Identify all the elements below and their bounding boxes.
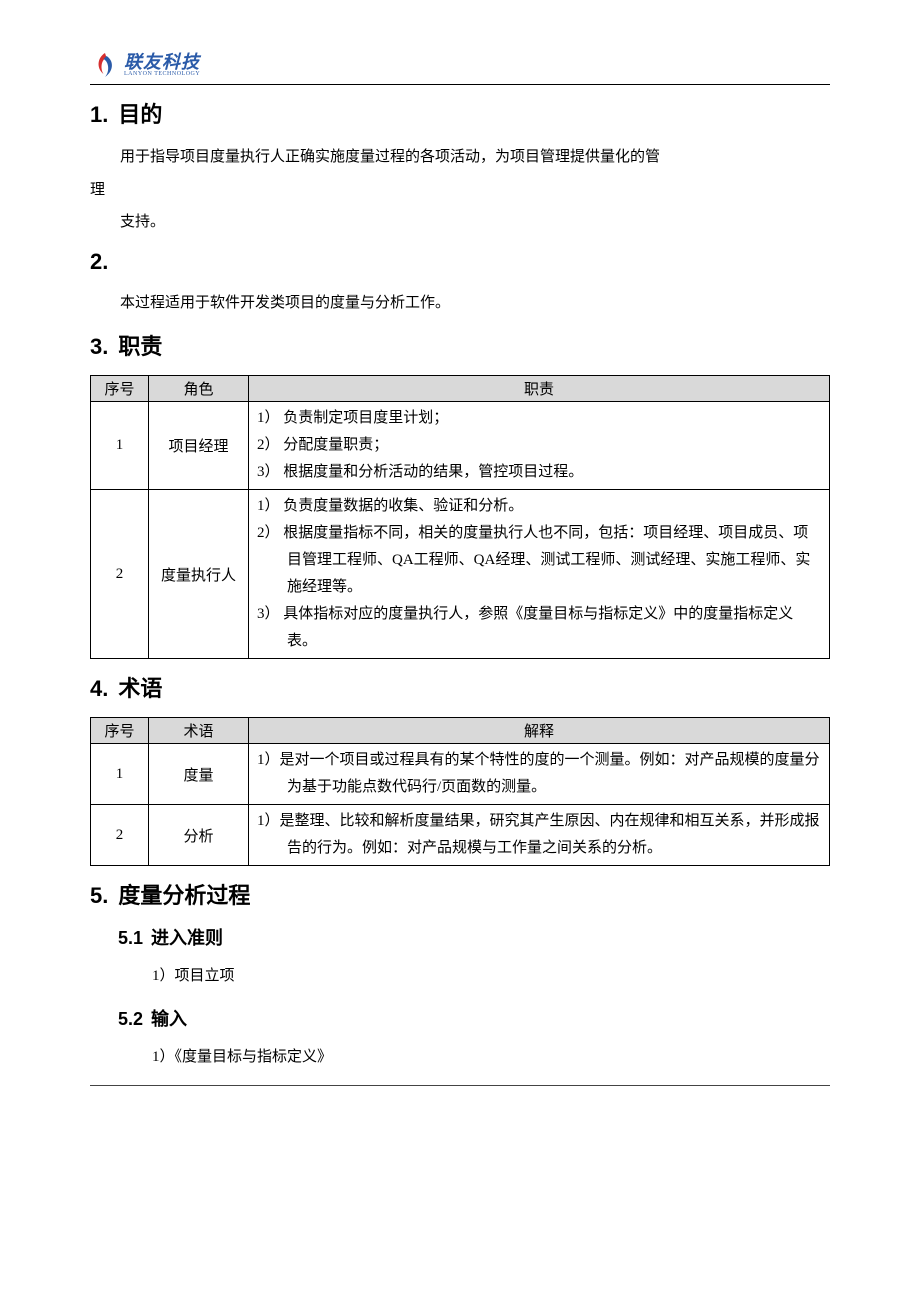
header-logo: 联友科技 LANYON TECHNOLOGY (90, 50, 830, 80)
terms-table: 序号 术语 解释 1 度量 1）是对一个项目或过程具有的某个特性的度的一个测量。… (90, 717, 830, 866)
logo-text: 联友科技 LANYON TECHNOLOGY (124, 53, 200, 77)
document-page: 联友科技 LANYON TECHNOLOGY 1. 目的 用于指导项目度量执行人正… (0, 0, 920, 1126)
section-1-heading: 1. 目的 (90, 97, 830, 129)
table-header-row: 序号 角色 职责 (91, 376, 830, 402)
section-4-title: 术语 (118, 676, 162, 701)
cell-seq: 2 (91, 490, 149, 659)
cell-term: 分析 (149, 805, 249, 866)
cell-seq: 2 (91, 805, 149, 866)
section-5-1-num: 5.1 (118, 928, 143, 948)
section-5-heading: 5. 度量分析过程 (90, 878, 830, 910)
header-rule (90, 84, 830, 85)
table-row: 2 度量执行人 1） 负责度量数据的收集、验证和分析。 2） 根据度量指标不同，… (91, 490, 830, 659)
section-1-num: 1. (90, 102, 108, 127)
section-1-title: 目的 (118, 102, 162, 127)
table-row: 1 度量 1）是对一个项目或过程具有的某个特性的度的一个测量。例如：对产品规模的… (91, 744, 830, 805)
duty-item: 1） 负责度量数据的收集、验证和分析。 (287, 493, 821, 520)
section-5-2-title: 输入 (151, 1009, 187, 1029)
s5-2-item: 1）《度量目标与指标定义》 (152, 1043, 830, 1072)
exp-item: 1）是整理、比较和解析度量结果，研究其产生原因、内在规律和相互关系，并形成报告的… (287, 808, 821, 862)
logo-en: LANYON TECHNOLOGY (124, 71, 200, 77)
th-exp: 解释 (249, 718, 830, 744)
table-row: 1 项目经理 1） 负责制定项目度里计划； 2） 分配度量职责； 3） 根据度量… (91, 402, 830, 490)
duty-item: 3） 具体指标对应的度量执行人，参照《度量目标与指标定义》中的度量指标定义表。 (287, 601, 821, 655)
cell-seq: 1 (91, 402, 149, 490)
s2-p1: 本过程适用于软件开发类项目的度量与分析工作。 (90, 289, 830, 318)
section-2-num: 2. (90, 249, 108, 274)
section-5-1-title: 进入准则 (151, 928, 223, 948)
cell-exp: 1）是对一个项目或过程具有的某个特性的度的一个测量。例如：对产品规模的度量分为基… (249, 744, 830, 805)
s1-p3: 支持。 (90, 208, 830, 237)
cell-duty: 1） 负责度量数据的收集、验证和分析。 2） 根据度量指标不同，相关的度量执行人… (249, 490, 830, 659)
logo-cn: 联友科技 (124, 53, 200, 71)
duties-table: 序号 角色 职责 1 项目经理 1） 负责制定项目度里计划； 2） 分配度量职责… (90, 375, 830, 659)
cell-role: 度量执行人 (149, 490, 249, 659)
duty-item: 2） 根据度量指标不同，相关的度量执行人也不同，包括：项目经理、项目成员、项目管… (287, 520, 821, 601)
section-5-title: 度量分析过程 (118, 883, 250, 908)
exp-item: 1）是对一个项目或过程具有的某个特性的度的一个测量。例如：对产品规模的度量分为基… (287, 747, 821, 801)
s1-p1: 用于指导项目度量执行人正确实施度量过程的各项活动，为项目管理提供量化的管 (90, 143, 830, 172)
th-role: 角色 (149, 376, 249, 402)
cell-term: 度量 (149, 744, 249, 805)
logo-icon (90, 50, 120, 80)
duty-item: 2） 分配度量职责； (287, 432, 821, 459)
duty-item: 3） 根据度量和分析活动的结果，管控项目过程。 (287, 459, 821, 486)
cell-role: 项目经理 (149, 402, 249, 490)
footer-rule (90, 1085, 830, 1086)
s1-p2: 理 (90, 176, 830, 205)
section-4-heading: 4. 术语 (90, 671, 830, 703)
cell-exp: 1）是整理、比较和解析度量结果，研究其产生原因、内在规律和相互关系，并形成报告的… (249, 805, 830, 866)
section-5-1-heading: 5.1 进入准则 (118, 924, 830, 950)
th-term: 术语 (149, 718, 249, 744)
s5-1-item: 1）项目立项 (152, 962, 830, 991)
cell-duty: 1） 负责制定项目度里计划； 2） 分配度量职责； 3） 根据度量和分析活动的结… (249, 402, 830, 490)
th-seq: 序号 (91, 376, 149, 402)
section-5-2-heading: 5.2 输入 (118, 1005, 830, 1031)
table-header-row: 序号 术语 解释 (91, 718, 830, 744)
section-2-heading: 2. (90, 249, 830, 275)
section-5-2-num: 5.2 (118, 1009, 143, 1029)
section-3-num: 3. (90, 334, 108, 359)
section-4-num: 4. (90, 676, 108, 701)
table-row: 2 分析 1）是整理、比较和解析度量结果，研究其产生原因、内在规律和相互关系，并… (91, 805, 830, 866)
duty-item: 1） 负责制定项目度里计划； (287, 405, 821, 432)
cell-seq: 1 (91, 744, 149, 805)
th-seq: 序号 (91, 718, 149, 744)
section-3-title: 职责 (118, 334, 162, 359)
section-3-heading: 3. 职责 (90, 329, 830, 361)
th-duty: 职责 (249, 376, 830, 402)
section-5-num: 5. (90, 883, 108, 908)
